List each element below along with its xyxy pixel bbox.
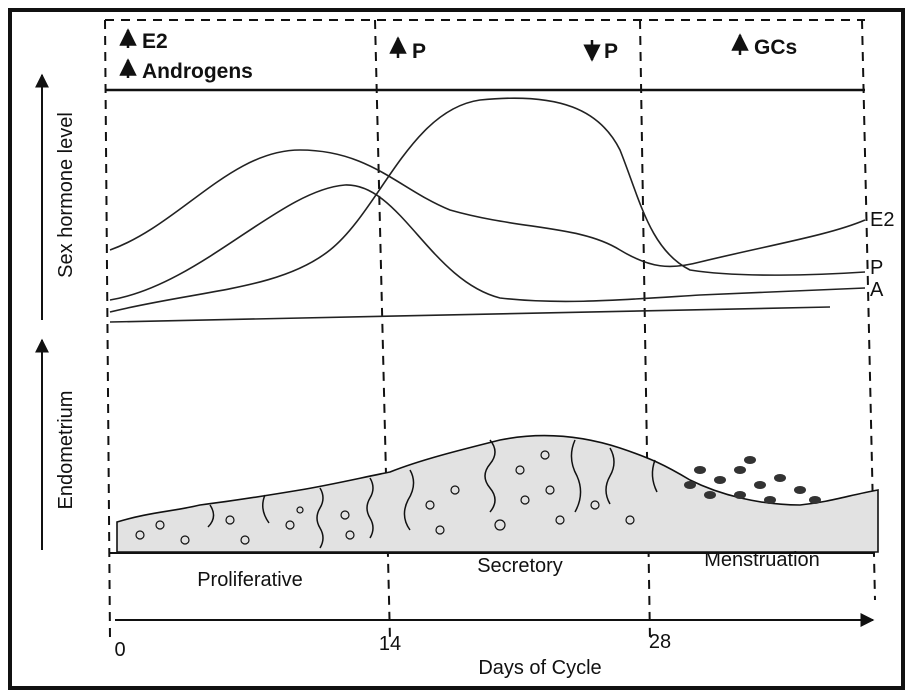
e2-curve bbox=[110, 150, 865, 266]
divider bbox=[105, 20, 110, 640]
curve-label: A bbox=[870, 279, 884, 301]
phase-label: Menstruation bbox=[704, 549, 820, 571]
phase-label: Proliferative bbox=[197, 569, 303, 591]
annotation: P bbox=[604, 40, 618, 63]
curve-label: E2 bbox=[870, 209, 894, 231]
endometrium bbox=[117, 436, 878, 552]
baseline bbox=[110, 307, 830, 322]
a-curve bbox=[110, 185, 865, 301]
diagram: E2 Androgens P P GCs Sex hormone level E… bbox=[0, 0, 915, 698]
axis-label: Endometrium bbox=[55, 391, 77, 510]
x-tick-label: 0 bbox=[114, 639, 125, 661]
outer-border bbox=[10, 10, 903, 688]
axis-label: Sex hormone level bbox=[55, 112, 77, 278]
annotation: Androgens bbox=[142, 60, 253, 83]
p-curve bbox=[110, 98, 865, 312]
x-tick-label: 14 bbox=[379, 633, 401, 655]
curve-label: P bbox=[870, 257, 883, 279]
annotation: P bbox=[412, 40, 426, 63]
annotation: E2 bbox=[142, 30, 168, 53]
page: {"top_panel": {"annotations": ["E2", "An… bbox=[0, 0, 915, 698]
phase-label: Secretory bbox=[477, 555, 563, 577]
annotation: GCs bbox=[754, 36, 797, 59]
x-tick-label: 28 bbox=[649, 631, 671, 653]
x-axis-title: Days of Cycle bbox=[478, 657, 601, 679]
